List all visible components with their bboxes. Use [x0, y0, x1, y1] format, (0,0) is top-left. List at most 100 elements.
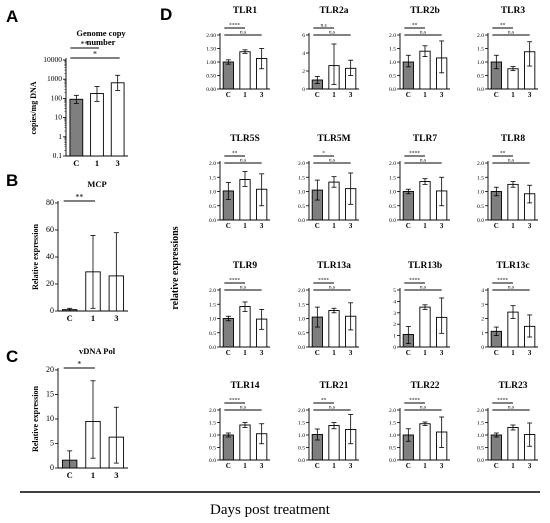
x-tick-label: 1 — [91, 470, 95, 480]
y-tick-label: 10000 — [43, 55, 62, 64]
x-tick-label: 1 — [511, 349, 515, 357]
significance-label: ** — [81, 40, 89, 49]
significance-label: n.s — [329, 285, 335, 291]
chart-title: TLR22 — [410, 381, 439, 391]
x-tick-label: 1 — [332, 222, 336, 230]
significance-label: n.s — [240, 30, 246, 36]
y-tick-label: 2.0 — [209, 161, 216, 167]
d-y-axis-label: relative expressions — [170, 226, 181, 309]
y-tick-label: 10 — [55, 113, 63, 122]
x-tick-label: C — [226, 462, 231, 470]
y-tick-label: 2 — [393, 322, 396, 328]
bar-C — [490, 434, 502, 461]
y-tick-label: 1.5 — [477, 47, 484, 53]
x-tick-label: C — [315, 91, 320, 99]
chart-c: vDNA Pol 0 5 10 15 20 Relative expression C 1 3 * — [31, 346, 128, 480]
y-tick-label: 2.0 — [209, 408, 216, 414]
y-tick-label: 2.0 — [209, 288, 216, 294]
y-tick-label: 1.0 — [298, 433, 305, 439]
x-tick-label: 1 — [243, 462, 247, 470]
x-tick-label: C — [494, 222, 499, 230]
significance-label: **** — [497, 398, 508, 404]
y-tick-label: 0 — [50, 306, 54, 315]
chart-title: TLR5S — [230, 134, 260, 144]
y-tick-label: 1.5 — [298, 175, 305, 181]
significance-label: **** — [229, 278, 240, 284]
significance-label: ** — [412, 23, 418, 29]
x-tick-label: C — [226, 222, 231, 230]
y-tick-label: 0.0 — [389, 87, 396, 93]
y-tick-label: 0.5 — [477, 74, 484, 80]
x-tick-label: 1 — [243, 91, 247, 99]
chart-title: TLR23 — [498, 381, 527, 391]
significance-label: ** — [321, 398, 327, 404]
y-tick-label: 2.0 — [298, 408, 305, 414]
bar-C — [402, 191, 414, 221]
significance-label: n.s — [508, 285, 514, 291]
chart-title: TLR3 — [501, 6, 526, 16]
chart-d12: TLR13c 0 1 2 3 4 C 1 3 ****n.s — [481, 261, 538, 357]
chart-title: TLR13a — [317, 261, 351, 271]
bar-1 — [419, 181, 431, 221]
x-tick-label: 1 — [423, 462, 427, 470]
significance-label: n.s — [329, 158, 335, 164]
x-tick-label: 3 — [528, 91, 532, 99]
y-tick-label: 0.5 — [389, 446, 396, 452]
significance-label: n.s — [420, 158, 426, 164]
y-tick-label: 0.0 — [298, 458, 305, 464]
bar-1 — [239, 51, 251, 90]
chart-d10: TLR13a 0.0 0.5 1.0 1.5 2.0 C 1 3 ****n.s — [298, 261, 359, 357]
x-tick-label: 1 — [423, 222, 427, 230]
bar-1 — [239, 306, 251, 348]
y-tick-label: 5 — [50, 439, 54, 448]
significance-label: n.s — [420, 30, 426, 36]
x-tick-label: C — [315, 349, 320, 357]
significance-label: n.s — [420, 405, 426, 411]
chart-title: TLR13c — [496, 261, 529, 271]
significance-label: n.s — [329, 30, 335, 36]
significance-label: **** — [409, 278, 420, 284]
x-tick-label: 1 — [243, 349, 247, 357]
y-tick-label: 4 — [393, 299, 396, 305]
bar-C — [222, 434, 234, 461]
x-tick-label: 1 — [91, 313, 95, 323]
y-tick-label: 0 — [302, 87, 305, 93]
chart-title: TLR2a — [319, 6, 348, 16]
bar-1 — [328, 425, 340, 461]
bar-C — [69, 98, 84, 157]
y-tick-label: 3 — [393, 311, 396, 317]
significance-label: n.s — [240, 158, 246, 164]
y-tick-label: 4 — [481, 288, 484, 294]
y-tick-label: 0.0 — [477, 458, 484, 464]
y-tick-label: 1.0 — [298, 190, 305, 196]
bar-1 — [507, 68, 519, 90]
y-tick-label: 1.5 — [209, 175, 216, 181]
y-tick-label: 1.0 — [389, 60, 396, 66]
significance-label: **** — [409, 151, 420, 157]
x-tick-label: 1 — [332, 462, 336, 470]
significance-label: **** — [409, 398, 420, 404]
y-tick-label: 0.0 — [298, 345, 305, 351]
significance-label: n.s — [508, 405, 514, 411]
significance-label: ** — [75, 193, 83, 202]
chart-title: number — [87, 37, 116, 47]
x-tick-label: 1 — [511, 222, 515, 230]
x-tick-label: 3 — [114, 470, 118, 480]
x-tick-label: C — [67, 470, 73, 480]
chart-d4: TLR3 0.0 0.5 1.0 1.5 2.0 C 1 3 **n.s — [477, 6, 538, 99]
panel-label-d: D — [160, 5, 172, 24]
y-tick-label: 0.5 — [477, 446, 484, 452]
panel-label-a: A — [6, 7, 18, 26]
panel-label-c: C — [6, 347, 18, 366]
significance-label: n.s — [508, 158, 514, 164]
x-tick-label: 1 — [243, 222, 247, 230]
y-tick-label: 0.0 — [209, 218, 216, 224]
x-tick-label: C — [226, 91, 231, 99]
y-tick-label: 2.0 — [477, 161, 484, 167]
x-tick-label: C — [226, 349, 231, 357]
y-tick-label: 0.1 — [53, 151, 63, 160]
x-tick-label: 3 — [116, 158, 120, 168]
y-tick-label: 2.0 — [477, 408, 484, 414]
x-tick-label: 1 — [332, 349, 336, 357]
